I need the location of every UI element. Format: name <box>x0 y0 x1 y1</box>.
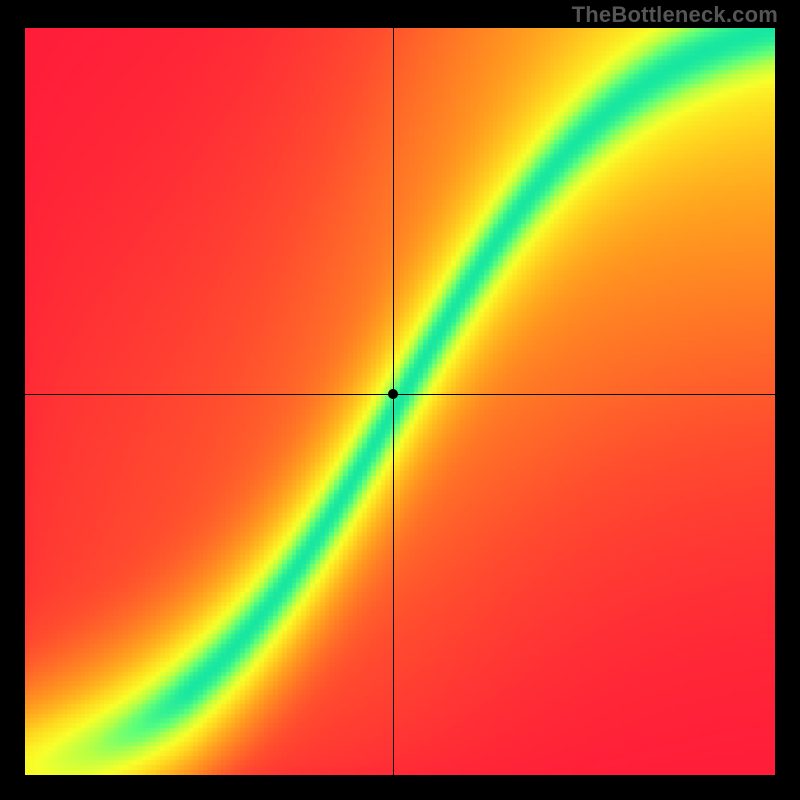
data-point-marker <box>388 389 398 399</box>
watermark-text: TheBottleneck.com <box>572 2 778 28</box>
crosshair-vertical <box>393 28 394 775</box>
heatmap-canvas <box>25 28 775 775</box>
plot-area <box>25 28 775 775</box>
chart-container: TheBottleneck.com <box>0 0 800 800</box>
crosshair-horizontal <box>25 394 775 395</box>
